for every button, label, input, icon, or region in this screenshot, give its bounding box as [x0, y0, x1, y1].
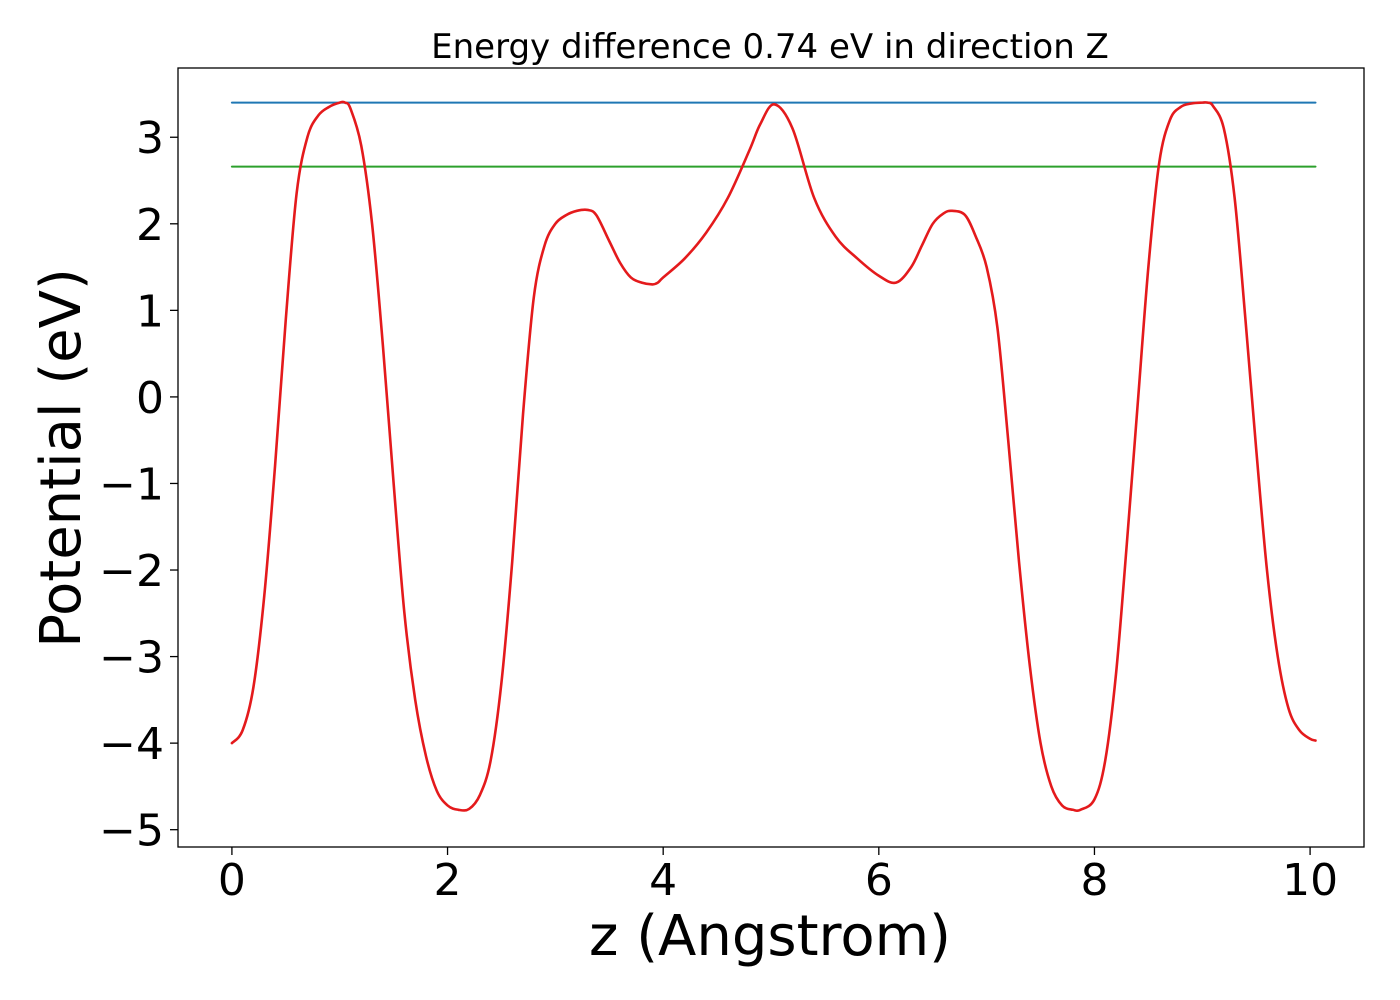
y-tick-label: 0 — [136, 373, 164, 424]
x-tick-label: 10 — [1282, 855, 1338, 906]
y-tick-label: −2 — [99, 546, 164, 597]
x-tick-label: 6 — [865, 855, 893, 906]
series-layer — [230, 100, 1317, 813]
y-tick-label: −4 — [99, 719, 164, 770]
x-tick-label: 0 — [218, 855, 246, 906]
y-tick-label: −1 — [99, 459, 164, 510]
series-line-3 — [230, 100, 1317, 813]
y-axis-label: Potential (eV) — [29, 268, 94, 648]
y-tick-label: 1 — [136, 286, 164, 337]
y-tick-label: 2 — [136, 200, 164, 251]
chart-title: Energy difference 0.74 eV in direction Z — [431, 27, 1109, 67]
y-tick-label: −3 — [99, 633, 164, 684]
y-tick-label: 3 — [136, 113, 164, 164]
x-tick-label: 8 — [1080, 855, 1108, 906]
plot-frame — [177, 67, 1365, 848]
x-axis-label: z (Angstrom) — [589, 904, 951, 969]
x-axis: 0 2 4 6 8 10 — [218, 847, 1338, 906]
y-axis: −5 −4 −3 −2 −1 0 1 2 3 — [99, 113, 178, 857]
x-tick-label: 4 — [649, 855, 677, 906]
x-tick-label: 2 — [434, 855, 462, 906]
y-tick-label: −5 — [99, 806, 164, 857]
